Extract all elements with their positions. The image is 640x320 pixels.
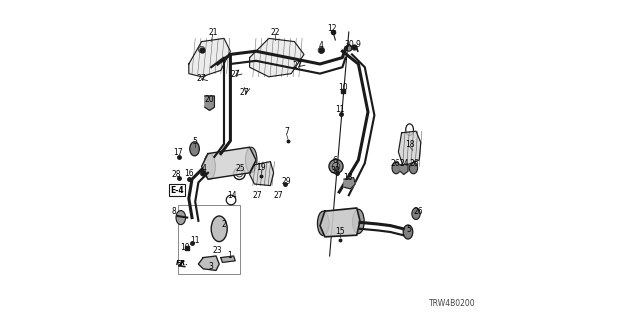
Polygon shape [202,147,256,179]
Ellipse shape [353,209,364,234]
Text: 26: 26 [410,159,419,168]
Text: 27: 27 [240,88,250,97]
Text: 5: 5 [406,225,412,234]
Text: FR.: FR. [175,260,188,266]
Text: 20: 20 [205,95,214,104]
Text: 27: 27 [292,61,303,70]
Text: 29: 29 [282,177,291,186]
Polygon shape [398,131,421,166]
Text: 24: 24 [399,159,409,168]
Text: 16: 16 [184,169,195,178]
Polygon shape [344,178,355,189]
Polygon shape [320,208,360,237]
Text: 30: 30 [345,40,355,49]
Polygon shape [221,256,236,262]
Text: 26: 26 [390,159,400,168]
Text: 5: 5 [192,137,197,146]
Ellipse shape [346,45,352,51]
Ellipse shape [246,147,257,173]
Ellipse shape [176,211,186,225]
Text: 14: 14 [227,191,237,200]
Text: 27: 27 [253,191,262,200]
Text: 19: 19 [256,163,266,172]
Text: 2: 2 [221,220,227,229]
Polygon shape [189,38,230,77]
Text: 25: 25 [235,164,245,172]
Ellipse shape [412,208,420,220]
Text: 10: 10 [180,243,190,252]
Text: 26: 26 [413,207,424,216]
Text: 18: 18 [406,140,415,149]
Polygon shape [198,256,219,270]
Text: 1: 1 [227,251,232,260]
Text: 17: 17 [173,148,182,156]
Text: 28: 28 [172,170,181,179]
Ellipse shape [410,162,418,174]
Text: 9: 9 [355,40,360,49]
Text: 13: 13 [343,173,353,182]
Text: TRW4B0200: TRW4B0200 [429,299,475,308]
Ellipse shape [392,162,401,174]
Ellipse shape [189,142,200,156]
Text: E-4: E-4 [170,186,184,195]
Text: 6: 6 [333,156,338,165]
Polygon shape [250,38,304,77]
Text: 27: 27 [273,191,284,200]
Text: 11: 11 [190,236,199,245]
Text: 22: 22 [271,28,280,36]
Text: 4: 4 [318,41,323,50]
Polygon shape [400,164,408,174]
Text: 27: 27 [230,70,240,79]
Text: 7: 7 [284,127,289,136]
Polygon shape [250,162,274,186]
Bar [178,205,240,274]
Text: 23: 23 [212,246,222,255]
Text: 10: 10 [338,83,348,92]
Ellipse shape [329,159,343,173]
Text: 12: 12 [328,24,337,33]
Ellipse shape [211,216,227,242]
Text: 11: 11 [335,105,344,114]
Text: 4: 4 [202,164,207,173]
Polygon shape [205,96,214,110]
Text: 8: 8 [171,207,176,216]
Text: 3: 3 [208,262,213,271]
Ellipse shape [403,225,413,239]
Text: 30: 30 [330,166,340,175]
Text: 21: 21 [208,28,218,36]
Ellipse shape [204,154,215,179]
Text: 15: 15 [335,227,345,236]
Ellipse shape [317,211,329,236]
Text: 27: 27 [196,74,207,83]
